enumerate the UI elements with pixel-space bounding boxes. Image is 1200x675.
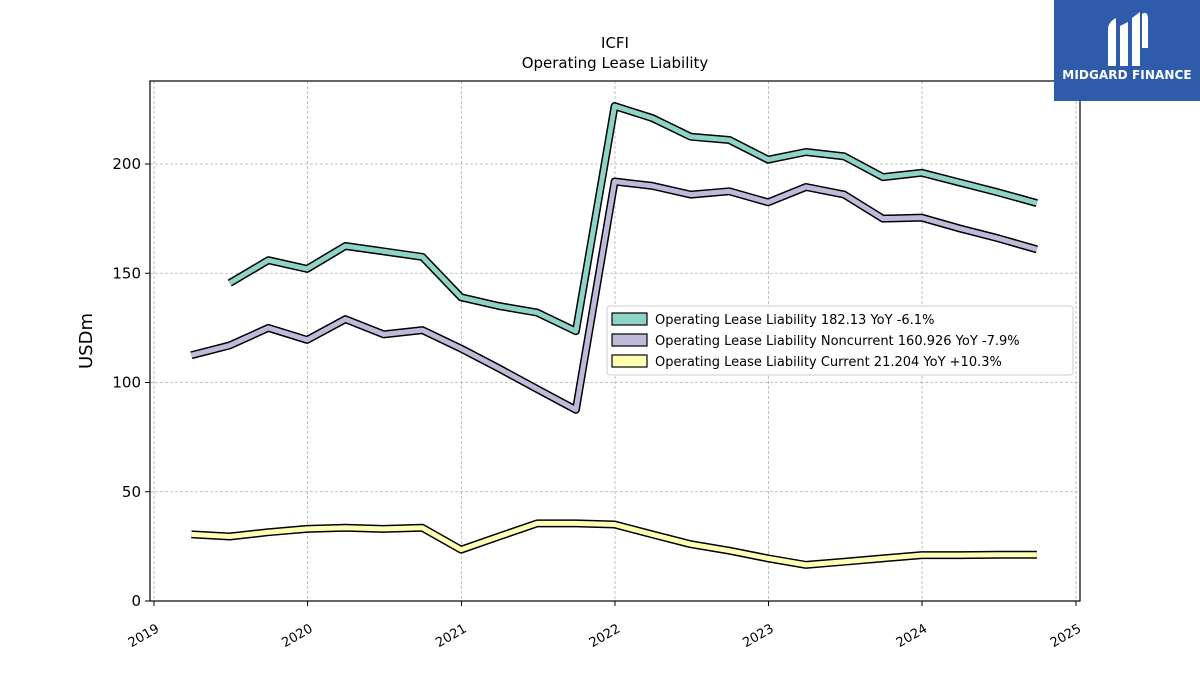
legend-swatch-noncurrent <box>611 333 648 347</box>
x-tick-label: 2025 <box>1048 621 1084 651</box>
brand-mark-icon <box>1108 12 1148 66</box>
chart-subtitle: Operating Lease Liability <box>522 54 709 72</box>
y-tick-label: 200 <box>112 155 141 173</box>
legend-label-noncurrent: Operating Lease Liability Noncurrent 160… <box>655 334 1020 349</box>
series-line-0 <box>228 103 1038 334</box>
x-tick-label: 2021 <box>433 621 469 651</box>
y-tick-label: 100 <box>112 374 141 392</box>
y-tick-label: 150 <box>112 264 141 282</box>
y-tick-label: 0 <box>131 592 141 610</box>
legend-label-liability: Operating Lease Liability 182.13 YoY -6.… <box>655 313 934 328</box>
legend: Operating Lease Liability 182.13 YoY -6.… <box>606 305 1074 376</box>
legend-swatch-liability <box>611 312 648 326</box>
x-tick-label: 2019 <box>126 621 162 651</box>
y-axis-label: USDm <box>76 313 97 369</box>
axis-ticks: 0 50 100 150 200 2019 2020 2021 2022 2023 2024 2025 <box>112 155 1084 651</box>
x-tick-label: 2020 <box>279 621 315 651</box>
chart-title: ICFI <box>601 34 629 52</box>
x-tick-label: 2023 <box>740 621 776 651</box>
y-tick-label: 50 <box>122 483 141 501</box>
series-line-1 <box>190 179 1038 413</box>
legend-swatch-current <box>611 354 648 368</box>
plot-series <box>190 102 1039 569</box>
legend-box <box>606 305 1074 376</box>
x-tick-label: 2022 <box>587 621 623 651</box>
series-line-2 <box>191 520 1037 568</box>
legend-label-current: Operating Lease Liability Current 21.204… <box>655 355 1002 370</box>
brand-logo: MIDGARD FINANCE <box>1054 0 1200 101</box>
x-tick-label: 2024 <box>894 621 930 651</box>
brand-name: MIDGARD FINANCE <box>1062 68 1192 82</box>
